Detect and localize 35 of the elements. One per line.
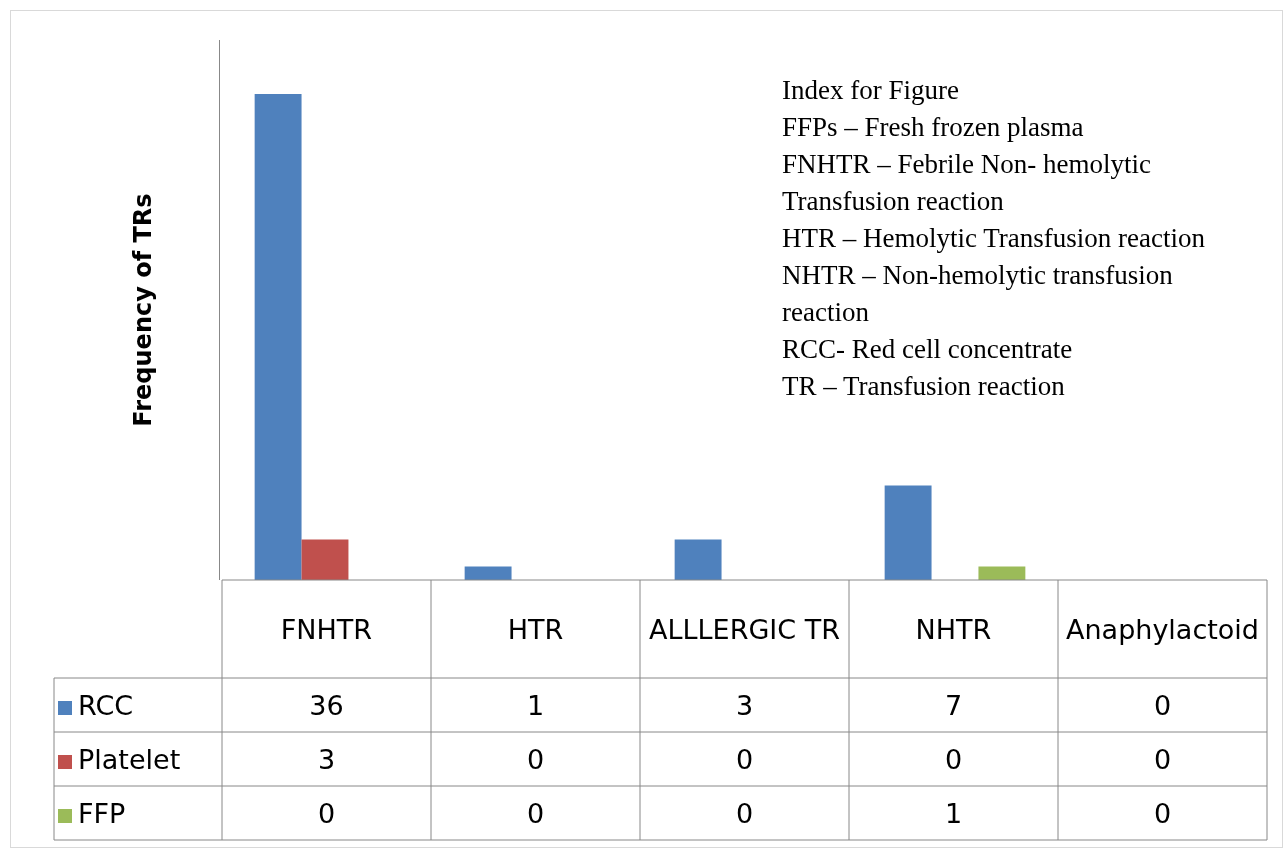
x-tick-label: NHTR (914, 612, 993, 647)
x-tick-label: ALLLERGIC TR (648, 612, 841, 647)
bar (301, 539, 349, 580)
bar (884, 485, 932, 580)
bar (674, 539, 722, 580)
data-label: 0 (1152, 796, 1173, 831)
x-tick-label: Anaphylactoid (1065, 612, 1260, 647)
data-label: 7 (943, 688, 964, 723)
data-label: 0 (734, 742, 755, 777)
data-label: 0 (1152, 742, 1173, 777)
annotation: RCC- Red cell concentrate (782, 333, 1074, 366)
annotation: HTR – Hemolytic Transfusion reaction (782, 222, 1206, 255)
annotation: FFPs – Fresh frozen plasma (782, 111, 1085, 144)
y-axis-title: Frequency of TRs (129, 193, 158, 427)
x-tick-label: HTR (506, 612, 565, 647)
annotation: FNHTR – Febrile Non- hemolytic Transfusion reaction (782, 148, 1152, 218)
data-label: 0 (525, 796, 546, 831)
data-label: 36 (308, 688, 345, 723)
data-label: 0 (734, 796, 755, 831)
legend-label: Platelet (78, 743, 181, 775)
annotation: Index for Figure (782, 74, 960, 107)
bar (254, 94, 302, 580)
data-label: 1 (525, 688, 546, 723)
data-label: 0 (1152, 688, 1173, 723)
annotation: TR – Transfusion reaction (782, 370, 1066, 403)
data-label: 1 (943, 796, 964, 831)
data-label: 0 (316, 796, 337, 831)
legend-label: RCC (78, 689, 134, 721)
data-label: 3 (734, 688, 755, 723)
data-label: 0 (525, 742, 546, 777)
annotation: NHTR – Non-hemolytic transfusion reaction (782, 259, 1174, 329)
x-tick-label: FNHTR (279, 612, 374, 647)
data-label: 3 (316, 742, 337, 777)
legend-label: FFP (78, 797, 126, 829)
data-label: 0 (943, 742, 964, 777)
